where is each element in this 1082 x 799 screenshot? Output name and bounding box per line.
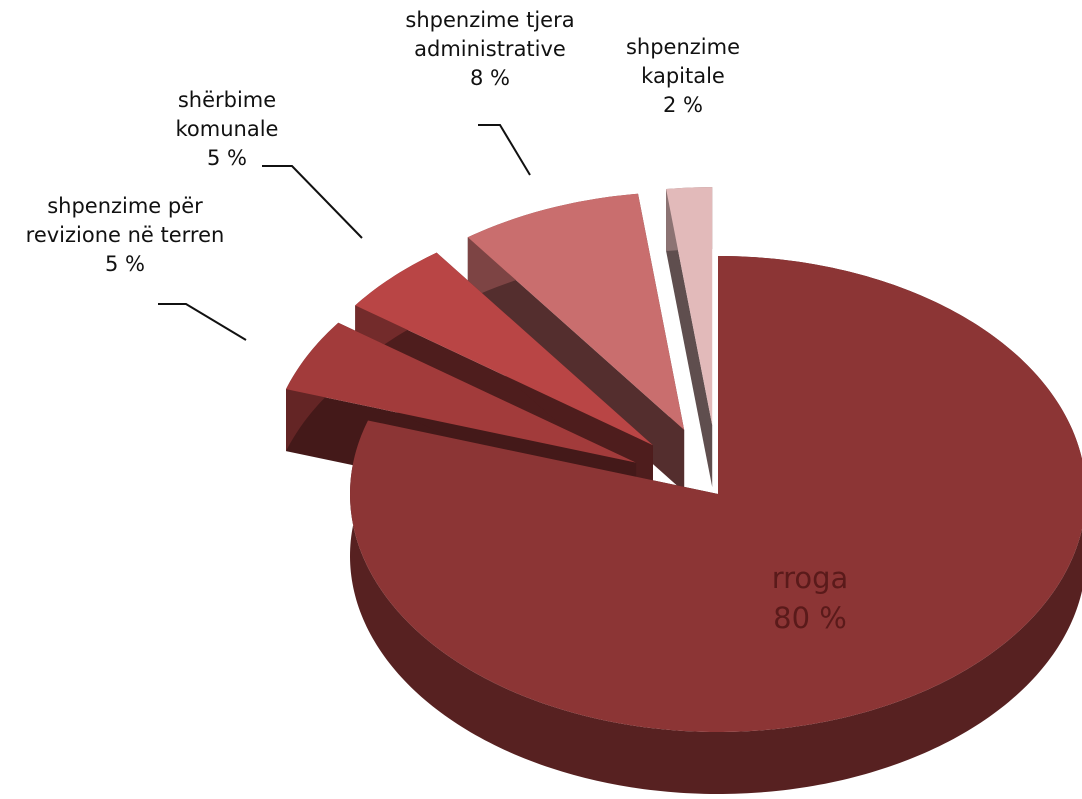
- slice: [350, 256, 1082, 732]
- slice: [467, 193, 685, 430]
- slice-label: shpenzime për revizione në terren 5 %: [0, 192, 250, 279]
- category-label: shërbime komunale: [175, 88, 279, 141]
- value-label: 5 %: [207, 146, 247, 170]
- slice-label: shpenzime kapitale 2 %: [610, 33, 756, 120]
- leader-line: [158, 303, 247, 341]
- leader-line: [262, 165, 363, 239]
- category-label: shpenzime tjera administrative: [405, 8, 575, 61]
- slice-label: rroga 80 %: [710, 558, 910, 638]
- slice-label: shërbime komunale 5 %: [152, 86, 302, 173]
- value-label: 5 %: [105, 252, 145, 276]
- slice-label: shpenzime tjera administrative 8 %: [340, 6, 640, 93]
- category-label: shpenzime për revizione në terren: [25, 194, 225, 247]
- slice-side: [666, 189, 713, 488]
- slice: [286, 322, 637, 463]
- value-label: 8 %: [470, 66, 510, 90]
- category-label: shpenzime kapitale: [625, 35, 741, 88]
- leader-line: [478, 124, 531, 176]
- value-label: 80 %: [773, 601, 847, 635]
- value-label: 2 %: [663, 93, 703, 117]
- slice: [666, 187, 713, 426]
- category-label: rroga: [771, 561, 849, 595]
- slice: [355, 252, 653, 446]
